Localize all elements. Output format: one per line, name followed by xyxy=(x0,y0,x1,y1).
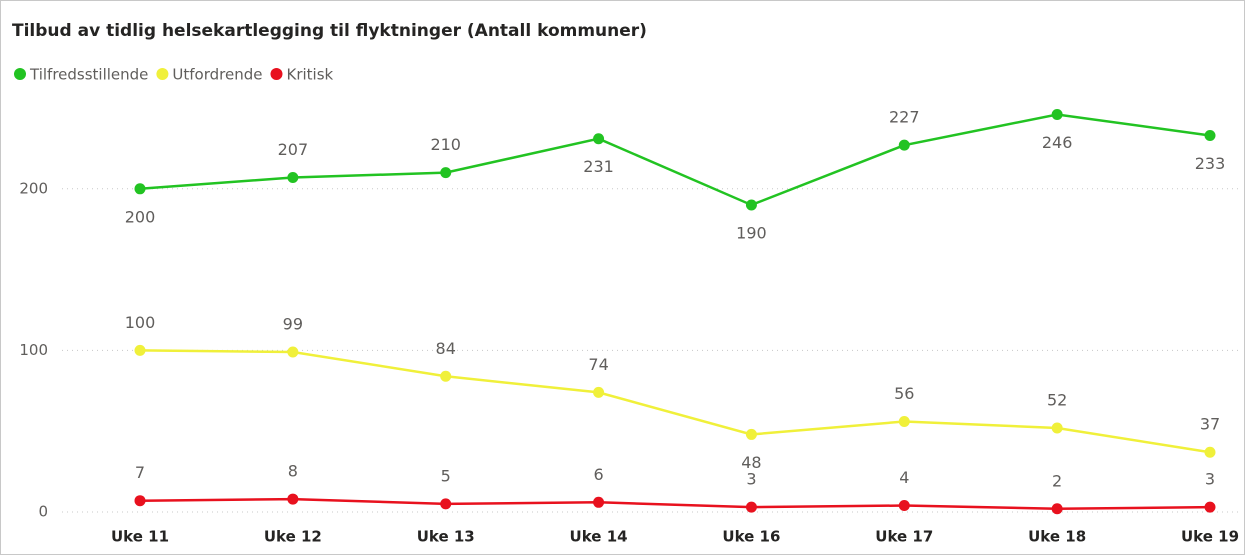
data-point xyxy=(440,370,452,382)
data-label: 56 xyxy=(894,384,914,403)
data-point xyxy=(1051,503,1063,515)
data-point xyxy=(1204,446,1216,458)
data-point xyxy=(593,386,605,398)
legend-label: Kritisk xyxy=(286,66,333,84)
x-tick-label: Uke 16 xyxy=(722,528,780,546)
data-label: 233 xyxy=(1195,154,1226,173)
data-point xyxy=(440,167,452,179)
data-point xyxy=(898,416,910,428)
data-point xyxy=(287,493,299,505)
y-tick-label: 200 xyxy=(19,179,48,197)
x-tick-label: Uke 17 xyxy=(875,528,933,546)
data-point xyxy=(287,346,299,358)
data-point xyxy=(134,495,146,507)
data-point xyxy=(593,496,605,508)
data-label: 207 xyxy=(278,140,309,159)
data-label: 4 xyxy=(899,468,909,487)
data-point xyxy=(1051,108,1063,120)
data-point xyxy=(440,498,452,510)
data-label: 84 xyxy=(436,339,456,358)
legend-marker xyxy=(156,68,169,80)
data-label: 231 xyxy=(583,157,614,176)
data-point xyxy=(134,183,146,195)
data-label: 99 xyxy=(283,315,303,334)
legend-label: Utfordrende xyxy=(172,66,262,84)
data-point xyxy=(1051,422,1063,434)
data-point xyxy=(898,139,910,151)
data-label: 8 xyxy=(288,462,298,481)
legend-label: Tilfredsstillende xyxy=(29,66,148,84)
legend-marker xyxy=(270,68,283,80)
series-line xyxy=(139,497,1211,511)
x-tick-label: Uke 11 xyxy=(111,528,169,546)
chart-title: Tilbud av tidlig helsekartlegging til fl… xyxy=(12,21,647,41)
data-label: 74 xyxy=(588,355,608,374)
data-label: 246 xyxy=(1042,133,1073,152)
x-tick-label: Uke 14 xyxy=(570,528,628,546)
data-label: 210 xyxy=(430,135,461,154)
data-label: 7 xyxy=(135,463,145,482)
data-point xyxy=(745,501,757,513)
data-label: 190 xyxy=(736,223,767,242)
data-label: 52 xyxy=(1047,390,1067,409)
data-point xyxy=(593,133,605,145)
data-point xyxy=(1204,501,1216,513)
data-point xyxy=(287,171,299,183)
data-label: 2 xyxy=(1052,471,1062,490)
x-tick-label: Uke 13 xyxy=(417,528,475,546)
data-label: 6 xyxy=(593,465,603,484)
x-tick-label: Uke 18 xyxy=(1028,528,1086,546)
data-point xyxy=(745,199,757,211)
data-label: 100 xyxy=(125,313,156,332)
legend-marker xyxy=(14,68,26,80)
x-tick-label: Uke 12 xyxy=(264,528,322,546)
y-tick-label: 100 xyxy=(19,341,48,359)
data-label: 48 xyxy=(741,453,761,472)
x-tick-label: Uke 19 xyxy=(1181,528,1239,546)
data-label: 3 xyxy=(1205,470,1215,489)
y-tick-label: 0 xyxy=(38,503,48,521)
data-label: 227 xyxy=(889,108,920,127)
data-point xyxy=(745,428,757,440)
series-line xyxy=(139,113,1211,207)
data-point xyxy=(898,500,910,512)
data-label: 37 xyxy=(1200,415,1220,434)
data-label: 3 xyxy=(746,470,756,489)
data-label: 5 xyxy=(441,466,451,485)
data-point xyxy=(1204,129,1216,141)
series-line xyxy=(139,349,1211,454)
data-point xyxy=(134,344,146,356)
data-label: 200 xyxy=(125,207,156,226)
